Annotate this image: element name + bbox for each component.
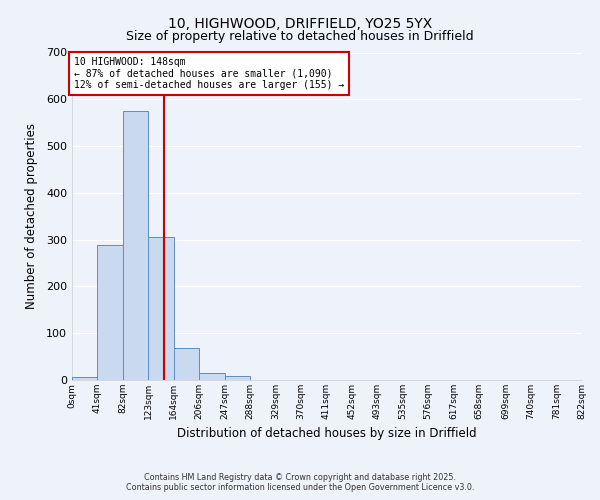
Bar xyxy=(199,373,224,380)
Bar xyxy=(148,238,174,380)
Bar xyxy=(123,111,148,380)
X-axis label: Distribution of detached houses by size in Driffield: Distribution of detached houses by size … xyxy=(177,428,477,440)
Text: Size of property relative to detached houses in Driffield: Size of property relative to detached ho… xyxy=(126,30,474,43)
Y-axis label: Number of detached properties: Number of detached properties xyxy=(25,123,38,309)
Bar xyxy=(224,376,250,380)
Text: Contains HM Land Registry data © Crown copyright and database right 2025.
Contai: Contains HM Land Registry data © Crown c… xyxy=(126,473,474,492)
Bar xyxy=(174,348,199,380)
Text: 10, HIGHWOOD, DRIFFIELD, YO25 5YX: 10, HIGHWOOD, DRIFFIELD, YO25 5YX xyxy=(168,18,432,32)
Text: 10 HIGHWOOD: 148sqm
← 87% of detached houses are smaller (1,090)
12% of semi-det: 10 HIGHWOOD: 148sqm ← 87% of detached ho… xyxy=(74,57,344,90)
Bar xyxy=(72,376,97,380)
Bar xyxy=(97,246,123,380)
